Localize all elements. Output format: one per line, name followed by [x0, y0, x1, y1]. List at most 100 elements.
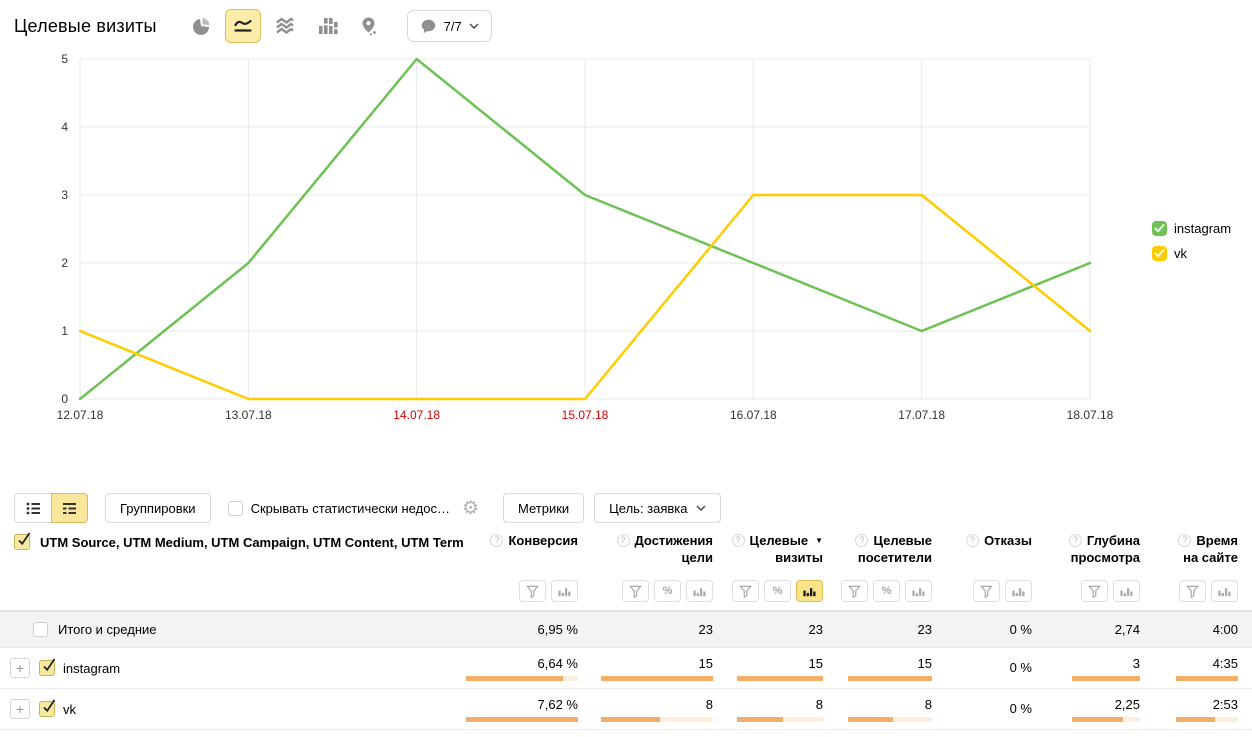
- expand-row-button[interactable]: +: [10, 658, 30, 678]
- cell-value: 23: [698, 621, 713, 637]
- line-chart-icon: [234, 19, 252, 32]
- cell-value: 2,74: [1114, 621, 1140, 637]
- cell-value: 7,62 %: [537, 696, 578, 712]
- filter-button[interactable]: [841, 580, 868, 602]
- table-header-row: UTM Source, UTM Medium, UTM Campaign, UT…: [0, 532, 1252, 611]
- bars-view-button[interactable]: [1005, 580, 1032, 602]
- chevron-down-icon: [696, 505, 706, 511]
- bars-view-button[interactable]: [1113, 580, 1140, 602]
- help-icon[interactable]: ?: [490, 534, 504, 547]
- svg-text:18.07.18: 18.07.18: [1067, 408, 1114, 422]
- cell-value: 0 %: [1009, 701, 1032, 716]
- cell-value: 6,95 %: [537, 621, 578, 637]
- filter-button[interactable]: [973, 580, 1000, 602]
- tree-view-button[interactable]: [51, 493, 88, 523]
- cell-value: 6,64 %: [537, 655, 578, 671]
- chart-type-switcher: [183, 9, 387, 43]
- checkbox-unchecked[interactable]: [227, 500, 243, 516]
- percent-icon: %: [772, 585, 783, 597]
- column-header-time-on-site[interactable]: ? Время на сайте: [1140, 532, 1238, 602]
- row-checkbox[interactable]: [39, 658, 56, 676]
- column-header-goal-reaches[interactable]: ? Достижения цели %: [578, 532, 713, 602]
- report-table: UTM Source, UTM Medium, UTM Campaign, UT…: [0, 532, 1252, 730]
- goal-selector-button[interactable]: Цель: заявка: [594, 493, 721, 523]
- line-chart[interactable]: 0 1 2 3 4 5 12.07.18 13.07.18 14.07.18 15.07.18 16…: [0, 50, 1252, 435]
- funnel-icon: [1186, 585, 1199, 598]
- funnel-icon: [848, 585, 861, 598]
- bars-view-button[interactable]: [686, 580, 713, 602]
- column-header-bounces[interactable]: ? Отказы: [932, 532, 1032, 602]
- mini-bars-icon: [912, 587, 925, 596]
- select-all-checkbox[interactable]: [14, 532, 31, 550]
- column-chart-icon: [318, 18, 338, 34]
- bars-view-button[interactable]: [1211, 580, 1238, 602]
- table-row-totals: Итого и средние 6,95 % 23 23 23 0 % 2,74…: [0, 611, 1252, 648]
- chart-toolbar: Целевые визиты: [0, 0, 1252, 44]
- annotations-button[interactable]: 7/7: [406, 10, 492, 42]
- column-header-goal-visits[interactable]: ? Целевые ▼ визиты %: [713, 532, 823, 602]
- svg-text:14.07.18: 14.07.18: [393, 408, 440, 422]
- percent-view-button[interactable]: %: [873, 580, 900, 602]
- help-icon[interactable]: ?: [1068, 534, 1082, 547]
- settings-gear-icon[interactable]: ⚙: [461, 497, 479, 519]
- bars-view-button[interactable]: [551, 580, 578, 602]
- instagram-checkbox[interactable]: [1152, 221, 1167, 236]
- annotations-count: 7/7: [443, 18, 462, 34]
- column-header-page-depth[interactable]: ? Глубина просмотра: [1032, 532, 1140, 602]
- column-header-goal-users[interactable]: ? Целевые посетители %: [823, 532, 932, 602]
- svg-text:4: 4: [61, 120, 68, 134]
- help-icon[interactable]: ?: [855, 534, 869, 547]
- percent-view-button[interactable]: %: [764, 580, 791, 602]
- bars-view-button[interactable]: [905, 580, 932, 602]
- legend-item-vk[interactable]: vk: [1152, 246, 1231, 261]
- expand-row-button[interactable]: +: [10, 699, 30, 719]
- legend-item-instagram[interactable]: instagram: [1152, 221, 1231, 236]
- stacked-area-chart-button[interactable]: [267, 9, 303, 43]
- filter-button[interactable]: [622, 580, 649, 602]
- dimension-header: UTM Source, UTM Medium, UTM Campaign, UT…: [0, 532, 466, 602]
- svg-text:1: 1: [61, 324, 68, 338]
- filter-button[interactable]: [1179, 580, 1206, 602]
- cell-value: 8: [815, 696, 823, 712]
- comment-bubble-icon: [421, 19, 435, 33]
- help-icon[interactable]: ?: [616, 534, 630, 547]
- row-checkbox[interactable]: [39, 699, 56, 717]
- filter-button[interactable]: [1081, 580, 1108, 602]
- help-icon[interactable]: ?: [1178, 534, 1192, 547]
- funnel-icon: [980, 585, 993, 598]
- cell-value: 2:53: [1212, 696, 1238, 712]
- legend-label: vk: [1174, 246, 1187, 261]
- vk-checkbox[interactable]: [1152, 246, 1167, 261]
- row-checkbox[interactable]: [33, 622, 48, 637]
- cell-value: 15: [917, 655, 932, 671]
- pie-chart-button[interactable]: [183, 9, 219, 43]
- filter-button[interactable]: [732, 580, 759, 602]
- chart-section: Целевые визиты: [0, 0, 1252, 435]
- percent-view-button[interactable]: %: [654, 580, 681, 602]
- help-icon[interactable]: ?: [731, 534, 745, 547]
- metrics-button[interactable]: Метрики: [503, 493, 585, 523]
- mini-bars-icon: [1012, 587, 1025, 596]
- filter-button[interactable]: [519, 580, 546, 602]
- list-view-icon: [26, 502, 40, 514]
- cell-value: 4:35: [1212, 655, 1238, 671]
- page-title: Целевые визиты: [14, 15, 157, 36]
- list-view-button[interactable]: [14, 493, 51, 523]
- column-chart-button[interactable]: [309, 9, 345, 43]
- bars-view-button-active[interactable]: [796, 580, 823, 602]
- help-icon[interactable]: ?: [966, 534, 980, 547]
- dimension-header-label: UTM Source, UTM Medium, UTM Campaign, UT…: [40, 535, 464, 550]
- map-button[interactable]: [351, 9, 387, 43]
- hide-insignificant-checkbox[interactable]: Скрывать статистически недос…: [227, 500, 450, 516]
- column-header-conversion[interactable]: ? Конверсия: [466, 532, 578, 602]
- row-label[interactable]: vk: [63, 701, 76, 717]
- check-icon: [1154, 249, 1165, 258]
- groupings-button[interactable]: Группировки: [105, 493, 211, 523]
- line-chart-button[interactable]: [224, 9, 261, 43]
- funnel-icon: [1088, 585, 1101, 598]
- row-label[interactable]: instagram: [63, 660, 121, 676]
- svg-text:5: 5: [61, 52, 68, 66]
- cell-value: 4:00: [1212, 621, 1238, 637]
- svg-text:3: 3: [61, 188, 68, 202]
- check-icon: [43, 699, 56, 713]
